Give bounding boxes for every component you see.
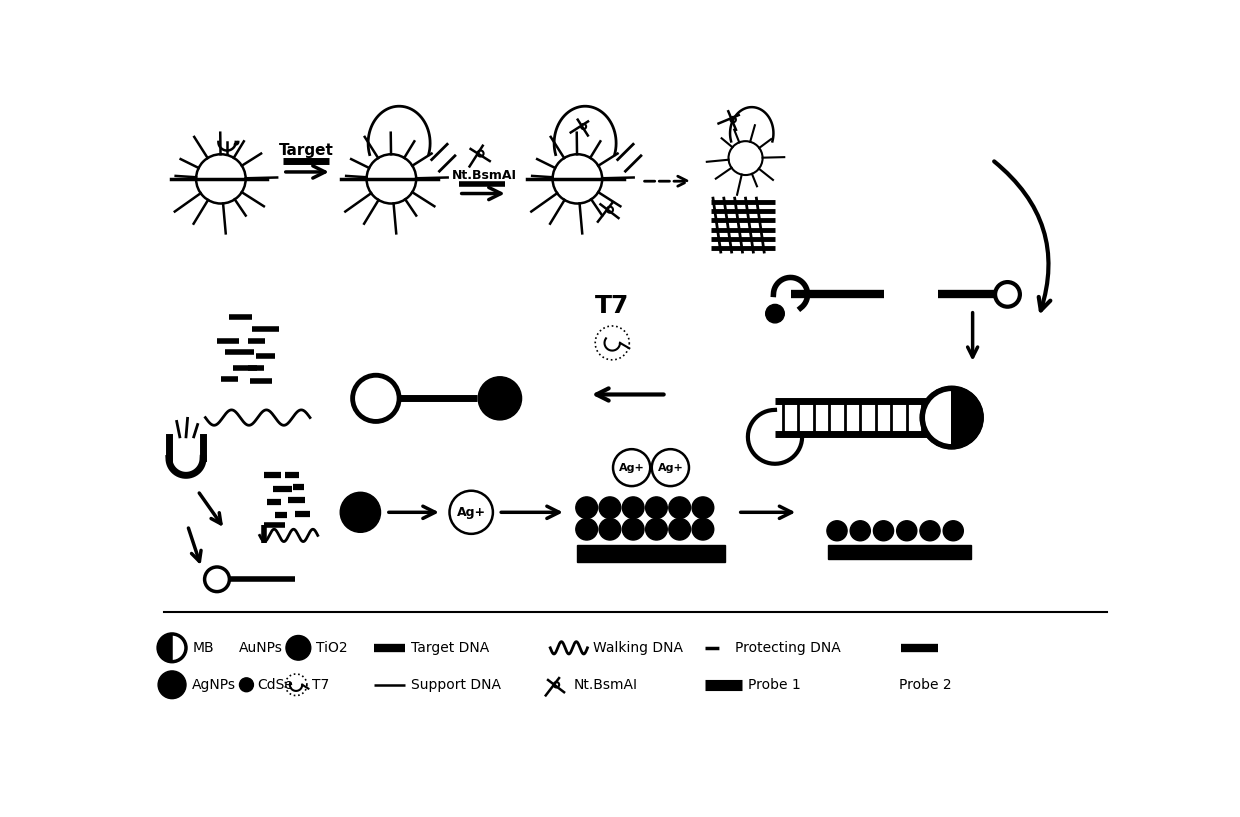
Circle shape	[944, 520, 963, 541]
Polygon shape	[952, 388, 981, 447]
Circle shape	[613, 449, 650, 486]
Circle shape	[668, 519, 691, 540]
Circle shape	[599, 519, 621, 540]
Text: Probe 2: Probe 2	[899, 678, 951, 692]
Text: Support DNA: Support DNA	[410, 678, 501, 692]
Circle shape	[897, 520, 916, 541]
Circle shape	[692, 519, 714, 540]
Circle shape	[923, 388, 981, 447]
Circle shape	[159, 634, 186, 662]
Text: AgNPs: AgNPs	[192, 678, 236, 692]
Text: Ag+: Ag+	[657, 462, 683, 473]
Text: T7: T7	[595, 294, 630, 318]
Circle shape	[692, 497, 714, 519]
FancyBboxPatch shape	[578, 545, 724, 561]
Circle shape	[923, 388, 981, 447]
Text: Ag+: Ag+	[619, 462, 645, 473]
Text: T7: T7	[311, 678, 329, 692]
Circle shape	[575, 497, 598, 519]
Circle shape	[923, 388, 981, 447]
Text: CdSe: CdSe	[258, 678, 293, 692]
Circle shape	[668, 497, 691, 519]
Text: Probe 1: Probe 1	[748, 678, 801, 692]
Circle shape	[340, 493, 381, 533]
Text: Nt.BsmAI: Nt.BsmAI	[451, 168, 517, 181]
Text: Nt.BsmAI: Nt.BsmAI	[573, 678, 637, 692]
Circle shape	[827, 520, 847, 541]
Text: TiO2: TiO2	[316, 641, 348, 654]
Circle shape	[652, 449, 689, 486]
Circle shape	[873, 520, 894, 541]
Circle shape	[286, 636, 311, 660]
Circle shape	[599, 497, 621, 519]
Circle shape	[449, 491, 492, 534]
Circle shape	[851, 520, 870, 541]
Circle shape	[994, 282, 1019, 306]
Circle shape	[159, 671, 186, 699]
Circle shape	[920, 520, 940, 541]
Text: AuNPs: AuNPs	[238, 641, 283, 654]
Text: Target: Target	[279, 143, 334, 158]
Circle shape	[239, 678, 253, 692]
Circle shape	[352, 375, 399, 422]
Circle shape	[646, 519, 667, 540]
Circle shape	[575, 519, 598, 540]
Circle shape	[622, 497, 644, 519]
Circle shape	[205, 567, 229, 592]
Text: Walking DNA: Walking DNA	[593, 641, 683, 654]
Circle shape	[766, 305, 784, 323]
FancyBboxPatch shape	[828, 545, 971, 559]
Circle shape	[622, 519, 644, 540]
Polygon shape	[159, 634, 172, 662]
Text: Target DNA: Target DNA	[410, 641, 489, 654]
Circle shape	[923, 388, 981, 447]
Circle shape	[479, 377, 522, 420]
Text: MB: MB	[192, 641, 213, 654]
Text: Protecting DNA: Protecting DNA	[734, 641, 841, 654]
Circle shape	[646, 497, 667, 519]
Text: Ag+: Ag+	[456, 506, 486, 519]
